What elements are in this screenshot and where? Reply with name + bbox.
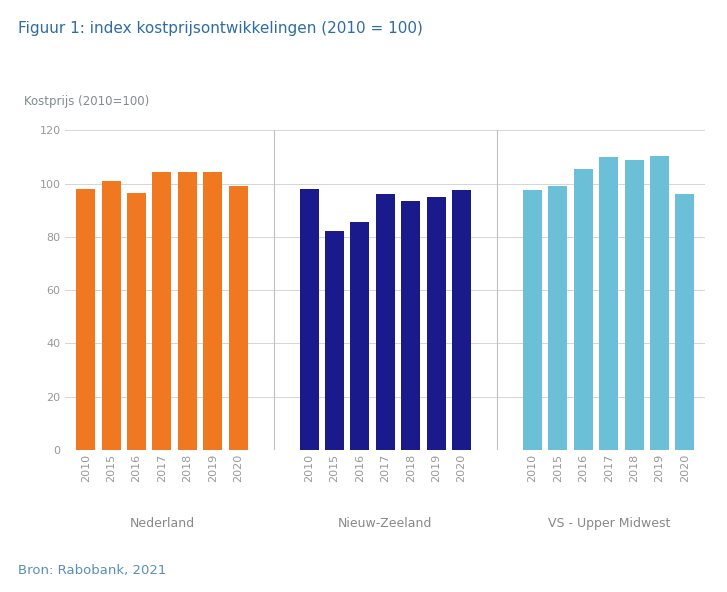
Bar — [401, 201, 420, 450]
Bar — [102, 181, 121, 450]
Bar — [599, 157, 618, 450]
Text: Bron: Rabobank, 2021: Bron: Rabobank, 2021 — [18, 564, 166, 577]
Bar — [203, 172, 222, 450]
Bar — [76, 189, 95, 450]
Bar — [452, 190, 471, 450]
Text: Nederland: Nederland — [129, 517, 194, 530]
Text: Kostprijs (2010=100): Kostprijs (2010=100) — [24, 95, 149, 108]
Bar — [127, 193, 146, 450]
Bar — [376, 194, 395, 450]
Bar — [153, 172, 172, 450]
Bar — [325, 231, 344, 450]
Bar — [228, 186, 248, 450]
Bar — [650, 156, 669, 450]
Bar — [427, 197, 446, 450]
Bar — [350, 222, 369, 450]
Bar — [624, 159, 643, 450]
Bar — [178, 172, 197, 450]
Bar — [300, 189, 318, 450]
Bar — [574, 169, 593, 450]
Text: Figuur 1: index kostprijsontwikkelingen (2010 = 100): Figuur 1: index kostprijsontwikkelingen … — [18, 21, 423, 36]
Text: Nieuw-Zeeland: Nieuw-Zeeland — [338, 517, 433, 530]
Bar — [675, 194, 694, 450]
Bar — [548, 186, 568, 450]
Text: VS - Upper Midwest: VS - Upper Midwest — [547, 517, 670, 530]
Bar — [523, 190, 542, 450]
